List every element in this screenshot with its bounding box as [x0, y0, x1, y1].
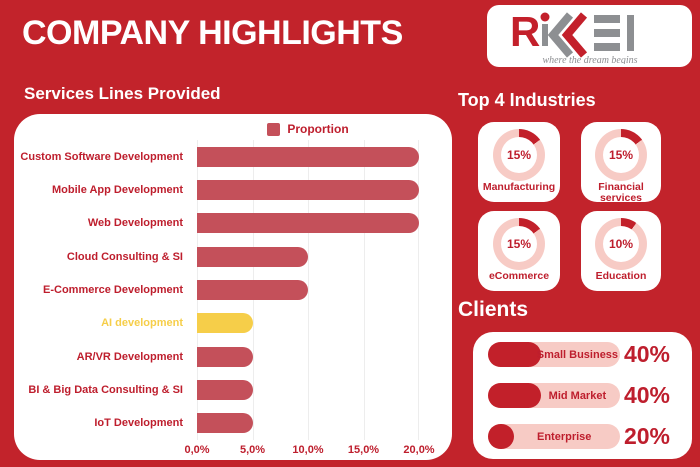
bar	[197, 213, 419, 234]
client-row: Small Business 40%	[488, 341, 670, 367]
bar-row	[197, 140, 419, 173]
clients-section-heading: Clients	[458, 298, 529, 321]
gridline	[363, 140, 365, 440]
logo-chevron-red	[561, 12, 587, 58]
client-pill-label: Small Business	[536, 348, 619, 361]
bar-label: Cloud Consulting & SI	[66, 250, 183, 263]
bar-bars-column	[197, 140, 419, 440]
industry-card: 10% Education	[581, 211, 661, 291]
chart-legend: Proportion	[197, 120, 419, 138]
x-axis: 0,0% 5,0% 10,0% 15,0% 20,0%	[184, 440, 434, 460]
logo-letter-e-bar	[593, 29, 620, 37]
bar-row	[197, 373, 419, 406]
donut: 15%	[493, 129, 545, 181]
bar-row	[197, 207, 419, 240]
gridline	[308, 140, 309, 440]
donut-value: 15%	[501, 137, 537, 173]
logo-letter-i2	[626, 15, 634, 51]
bar-label: IoT Development	[94, 417, 183, 430]
bar-label: BI & Big Data Consulting & SI	[28, 383, 183, 396]
bar-row	[197, 240, 419, 273]
industry-card: 15% Financial services	[581, 122, 661, 205]
bar	[197, 246, 308, 267]
bar-labels-column: Custom Software Development Mobile App De…	[14, 140, 197, 440]
bar-row	[197, 340, 419, 373]
client-pill-fill	[488, 424, 515, 449]
client-pill: Mid Market	[488, 383, 620, 408]
donut-value: 10%	[603, 226, 639, 262]
x-tick-label: 20,0%	[403, 444, 435, 456]
client-pill-fill	[488, 383, 541, 408]
industries-grid: 15% Manufacturing 15% Financial services…	[478, 122, 661, 291]
bar	[197, 379, 253, 400]
client-pill: Small Business	[488, 342, 620, 367]
bar-label: Mobile App Development	[52, 183, 183, 196]
logo-letter-r: R	[510, 8, 540, 55]
bar-row	[197, 407, 419, 440]
client-pill-label: Enterprise	[536, 430, 592, 443]
bar	[197, 279, 308, 300]
bar	[197, 413, 253, 434]
client-pill-fill	[488, 342, 541, 367]
bar-plot-column: 0,0% 5,0% 10,0% 15,0% 20,0%	[184, 140, 435, 460]
services-section-heading: Services Lines Provided	[24, 84, 221, 103]
x-tick-label: 0,0%	[184, 444, 210, 456]
industry-label: Financial services	[598, 181, 644, 205]
client-row: Enterprise 20%	[488, 423, 670, 449]
industry-label: Manufacturing	[482, 181, 556, 193]
donut: 10%	[595, 218, 647, 270]
legend-swatch	[267, 122, 281, 136]
clients-card: Small Business 40% Mid Market 40% Enterp…	[473, 332, 692, 459]
bar	[197, 346, 253, 367]
bar-row	[197, 273, 419, 306]
donut: 15%	[595, 129, 647, 181]
page-title: COMPANY HIGHLIGHTS	[22, 14, 403, 52]
donut-value: 15%	[603, 137, 639, 173]
donut: 15%	[493, 218, 545, 270]
client-percent: 40%	[623, 382, 670, 408]
industry-label: Education	[595, 270, 647, 282]
logo-chevron-gray	[547, 12, 573, 58]
bar-label: Web Development	[87, 217, 183, 230]
legend-label: Proportion	[287, 122, 349, 136]
rikkei-logo: R where the dream begins	[487, 5, 692, 67]
bar	[197, 313, 253, 334]
bar	[197, 146, 419, 167]
bar-plot-area	[197, 140, 419, 440]
bar-label: AR/VR Development	[76, 350, 183, 363]
client-percent: 40%	[623, 341, 670, 367]
client-pill-label: Mid Market	[548, 389, 607, 402]
client-pill: Enterprise	[488, 424, 620, 449]
logo-letter-i-stem	[541, 24, 548, 46]
client-percent: 20%	[623, 423, 670, 449]
logo-letter-e-bar	[593, 43, 620, 51]
bar-label: AI development	[101, 317, 183, 330]
logo-letter-e-bar	[593, 15, 620, 23]
client-row: Mid Market 40%	[488, 382, 670, 408]
industry-card: 15% Manufacturing	[478, 122, 560, 202]
logo-letter-i-dot	[540, 12, 549, 22]
bar-row	[197, 173, 419, 206]
bar	[197, 179, 419, 200]
industry-card: 15% eCommerce	[478, 211, 560, 291]
bar-label: E-Commerce Development	[43, 283, 183, 296]
logo-tagline: where the dream begins	[542, 55, 637, 64]
x-tick-label: 5,0%	[239, 444, 266, 456]
x-tick-label: 15,0%	[347, 444, 380, 456]
industry-label: eCommerce	[488, 270, 550, 282]
rikkei-logo-graphic: R where the dream begins	[510, 8, 638, 64]
services-bar-chart-panel: Proportion Custom Software Development Mo…	[14, 114, 452, 460]
x-tick-label: 10,0%	[292, 444, 324, 456]
donut-value: 15%	[501, 226, 537, 262]
industries-section-heading: Top 4 Industries	[458, 90, 596, 110]
bar-chart-body: Custom Software Development Mobile App De…	[14, 140, 452, 460]
bar-row	[197, 307, 419, 340]
gridline	[418, 140, 419, 440]
bar-label: Custom Software Development	[20, 150, 183, 163]
